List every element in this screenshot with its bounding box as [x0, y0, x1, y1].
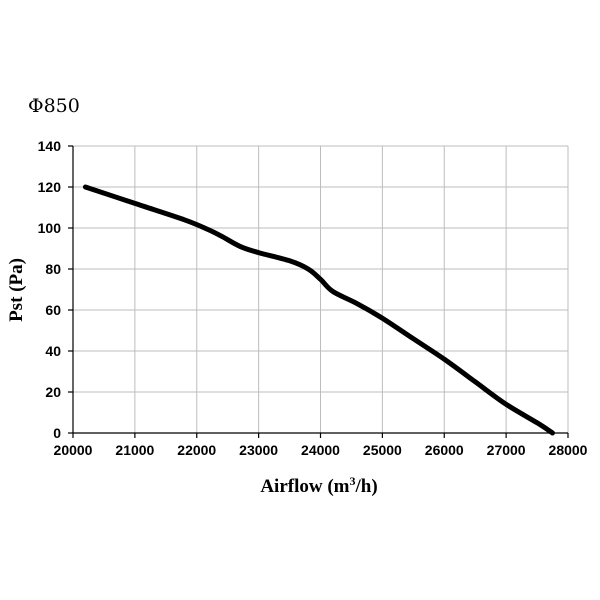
x-axis-label-end: /h)	[354, 476, 377, 497]
y-tick-label: 40	[45, 343, 61, 359]
y-axis-label: Pst (Pa)	[6, 258, 27, 322]
y-tick-label: 0	[53, 425, 61, 441]
y-tick-label: 100	[38, 220, 62, 236]
x-axis-label-main: Airflow (m	[260, 476, 349, 497]
x-tick-label: 26000	[425, 442, 464, 458]
y-tick-label: 60	[45, 302, 61, 318]
x-axis-label-sup: 3	[349, 474, 355, 488]
y-tick-label: 20	[45, 384, 61, 400]
chart-title: Φ850	[28, 95, 80, 117]
grid	[72, 145, 569, 434]
x-tick-label: 23000	[239, 442, 278, 458]
x-tick-label: 28000	[549, 442, 588, 458]
x-tick-labels: 20000 21000 22000 23000 24000 25000 26000 27000…	[54, 442, 588, 458]
axes	[68, 145, 569, 438]
series-line-pst	[82, 184, 555, 436]
x-tick-label: 25000	[363, 442, 402, 458]
x-tick-label: 27000	[487, 442, 526, 458]
x-axis-label: Airflow (m3/h)	[260, 474, 377, 497]
y-tick-labels: 0 20 40 60 80 100 120 140	[38, 138, 62, 441]
y-tick-label: 80	[45, 261, 61, 277]
x-tick-label: 22000	[177, 442, 216, 458]
y-tick-label: 140	[38, 138, 62, 154]
y-tick-label: 120	[38, 179, 62, 195]
x-tick-label: 21000	[115, 442, 154, 458]
x-tick-label: 20000	[54, 442, 93, 458]
x-tick-label: 24000	[301, 442, 340, 458]
